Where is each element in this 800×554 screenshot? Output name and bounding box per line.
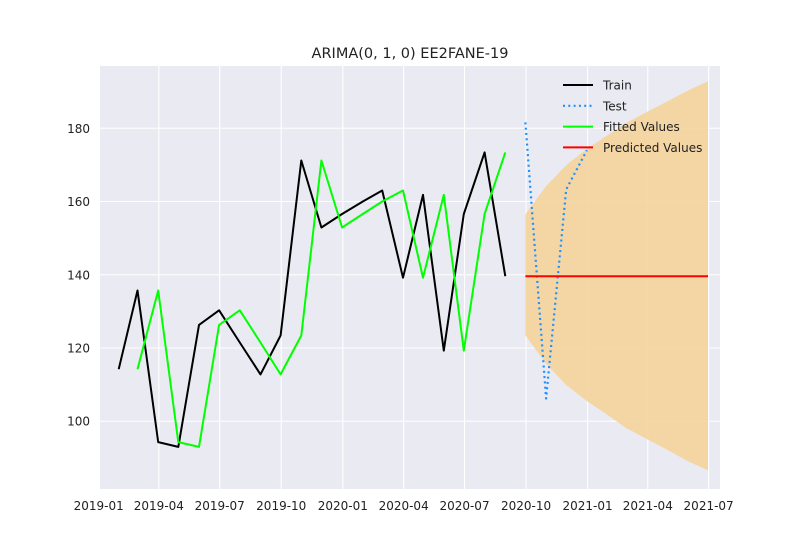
y-tick-label: 120 [67, 342, 90, 356]
y-tick-label: 100 [67, 415, 90, 429]
y-tick-label: 140 [67, 268, 90, 282]
chart-title: ARIMA(0, 1, 0) EE2FANE-19 [312, 46, 509, 62]
legend-label-fitted-values: Fitted Values [603, 120, 680, 134]
x-tick-label: 2019-07 [195, 499, 245, 513]
x-tick-label: 2020-04 [379, 499, 429, 513]
x-tick-label: 2021-04 [623, 499, 673, 513]
legend-label-test: Test [602, 99, 627, 113]
x-tick-label: 2019-10 [256, 499, 306, 513]
x-tick-label: 2020-01 [318, 499, 368, 513]
x-tick-label: 2021-01 [563, 499, 613, 513]
x-tick-label: 2019-04 [134, 499, 184, 513]
legend-label-predicted-values: Predicted Values [603, 141, 702, 155]
y-tick-label: 180 [67, 122, 90, 136]
x-tick-label: 2019-01 [74, 499, 124, 513]
x-tick-label: 2021-07 [684, 499, 734, 513]
legend-label-train: Train [602, 79, 632, 93]
x-tick-label: 2020-10 [501, 499, 551, 513]
x-tick-label: 2020-07 [439, 499, 489, 513]
y-tick-label: 160 [67, 195, 90, 209]
